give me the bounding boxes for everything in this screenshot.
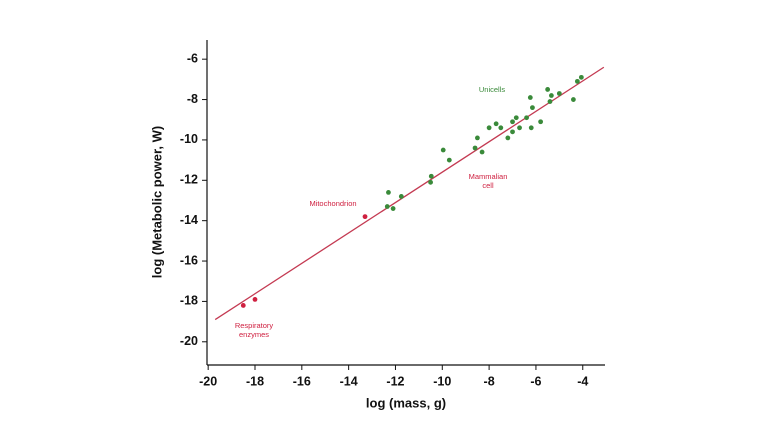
x-tick-label: -6: [530, 374, 541, 388]
point: [390, 206, 396, 211]
point: [362, 214, 368, 220]
fit-line: [214, 66, 605, 321]
point: [524, 115, 529, 121]
y-tick-label: -8: [187, 92, 198, 106]
point: [440, 147, 446, 153]
point: [386, 190, 391, 195]
point: [493, 121, 499, 127]
x-tick-label: -10: [433, 374, 451, 388]
annotation: enzymes: [239, 330, 269, 339]
point: [240, 303, 246, 308]
x-tick-label: -16: [293, 374, 311, 388]
x-tick-label: -12: [386, 374, 404, 388]
point: [574, 78, 580, 84]
y-tick-label: -20: [180, 334, 198, 348]
point: [252, 296, 258, 302]
point: [479, 149, 485, 155]
point: [528, 125, 534, 131]
y-tick-label: -16: [180, 253, 198, 267]
point: [513, 115, 519, 121]
point: [578, 74, 584, 80]
point: [446, 157, 452, 163]
y-tick-label: -6: [187, 51, 198, 65]
annotation: cell: [482, 181, 494, 190]
point: [517, 125, 522, 131]
x-tick-label: -14: [340, 374, 358, 388]
point: [486, 125, 492, 131]
annotation: Mitochondrion: [309, 199, 356, 208]
point: [428, 179, 433, 185]
y-axis-label: log (Metabolic power, W): [149, 126, 164, 278]
x-axis-label: log (mass, g): [366, 395, 446, 410]
annotation: Unicells: [479, 85, 506, 94]
point: [398, 194, 404, 199]
annotation: Mammalian: [469, 172, 508, 181]
x-tick-label: -20: [199, 374, 217, 388]
point: [538, 119, 544, 125]
point: [547, 99, 553, 104]
y-tick-label: -14: [180, 213, 198, 227]
point: [475, 135, 480, 141]
point: [428, 173, 434, 179]
x-tick-label: -4: [577, 374, 588, 388]
point: [527, 95, 533, 100]
annotation: Respiratory: [235, 321, 274, 330]
y-tick-label: -12: [180, 173, 198, 187]
point: [548, 93, 554, 98]
point: [556, 91, 562, 96]
y-tick-label: -10: [180, 132, 198, 146]
point: [510, 129, 515, 135]
point: [498, 125, 504, 131]
x-tick-label: -18: [246, 374, 264, 388]
point: [472, 145, 478, 151]
x-tick-label: -8: [484, 374, 495, 388]
point: [570, 97, 576, 102]
point: [510, 119, 515, 125]
point: [505, 135, 511, 141]
y-tick-label: -18: [180, 294, 198, 308]
point: [384, 204, 390, 209]
point: [530, 105, 535, 111]
point: [545, 87, 551, 92]
